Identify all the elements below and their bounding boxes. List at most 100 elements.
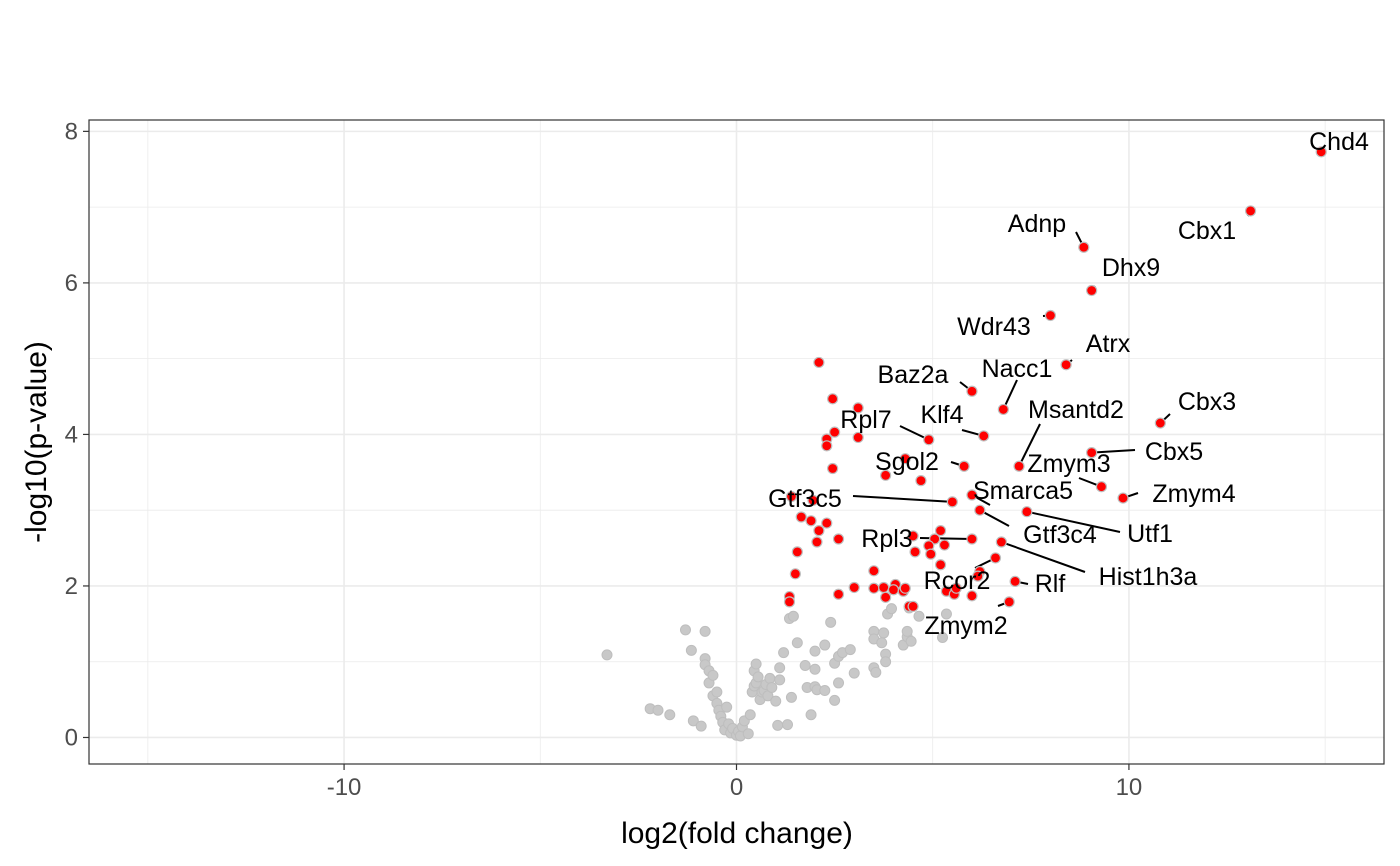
point-significant — [827, 393, 839, 405]
point-significant — [966, 489, 978, 501]
point-significant — [966, 533, 978, 545]
gene-label-cbx5: Cbx5 — [1145, 438, 1203, 466]
point-significant — [974, 504, 986, 516]
point-not-significant — [707, 669, 719, 681]
gene-label-smarca5: Smarca5 — [973, 477, 1073, 505]
point-not-significant — [695, 720, 707, 732]
gene-label-zmym4: Zmym4 — [1152, 480, 1235, 508]
point-significant — [887, 584, 900, 596]
point-significant — [813, 525, 825, 537]
gene-label-rcor2: Rcor2 — [924, 567, 991, 595]
point-significant — [1154, 417, 1166, 429]
point-significant — [827, 462, 839, 475]
point-significant — [878, 581, 890, 594]
gene-label-adnp: Adnp — [1008, 210, 1066, 238]
point-significant — [829, 426, 841, 438]
point-significant — [899, 453, 911, 465]
point-not-significant — [905, 635, 917, 647]
point-not-significant — [601, 649, 613, 661]
point-significant — [995, 536, 1007, 548]
label-connector — [1001, 541, 1086, 573]
y-tick-label: 6 — [65, 270, 78, 297]
gene-label-dhx9: Dhx9 — [1102, 254, 1160, 282]
point-significant — [821, 517, 833, 529]
x-tick-label: -10 — [327, 774, 362, 801]
point-significant — [934, 559, 947, 571]
point-not-significant — [809, 645, 821, 657]
point-significant — [1244, 205, 1257, 217]
point-not-significant — [685, 644, 697, 656]
point-significant — [923, 434, 935, 446]
gene-label-rlf: Rlf — [1035, 570, 1066, 598]
point-significant — [1315, 146, 1327, 158]
point-significant — [1117, 492, 1129, 504]
gene-label-gtf3c5: Gtf3c5 — [768, 485, 842, 513]
point-significant — [925, 548, 937, 560]
gene-label-rpl7: Rpl7 — [840, 406, 891, 434]
gene-labels: Chd4 Cbx1 Adnp Dhx9 Wdr43 Atrx Baz2a Nacc1 Cbx3 M… — [768, 128, 1369, 640]
point-significant — [783, 596, 796, 608]
label-connector — [1018, 423, 1041, 467]
point-significant — [966, 590, 978, 602]
point-significant — [958, 460, 970, 472]
gene-label-hist1h3a: Hist1h3a — [1099, 563, 1198, 591]
point-significant — [978, 430, 990, 442]
point-significant — [1078, 241, 1090, 253]
point-significant — [1086, 284, 1098, 297]
y-tick-label: 2 — [65, 573, 78, 600]
point-significant — [880, 591, 892, 603]
point-not-significant — [878, 627, 890, 639]
point-not-significant — [819, 639, 831, 651]
point-not-significant — [652, 704, 664, 716]
point-significant — [950, 582, 962, 594]
axes: -10 0 10 0 2 4 6 8 — [65, 118, 1143, 801]
point-significant — [789, 568, 801, 580]
grid-lines — [89, 120, 1384, 764]
point-significant — [785, 490, 798, 503]
point-not-significant — [711, 686, 723, 698]
point-not-significant — [937, 631, 949, 643]
point-significant — [868, 582, 880, 594]
point-not-significant — [825, 616, 837, 628]
point-significant — [807, 494, 819, 506]
point-not-significant — [774, 662, 786, 674]
gene-label-msantd2: Msantd2 — [1028, 396, 1124, 424]
gene-label-chd4: Chd4 — [1309, 128, 1369, 156]
point-significant — [852, 402, 864, 414]
point-not-significant — [742, 728, 754, 740]
point-not-significant — [679, 624, 691, 636]
point-significant — [811, 536, 823, 548]
point-not-significant — [764, 672, 776, 684]
point-significant — [848, 581, 860, 594]
gene-label-baz2a: Baz2a — [878, 361, 949, 389]
point-not-significant — [791, 637, 803, 649]
point-significant — [989, 552, 1002, 564]
point-significant — [909, 546, 921, 558]
gene-label-zmym2: Zmym2 — [924, 612, 1007, 640]
gene-label-utf1: Utf1 — [1127, 520, 1173, 548]
label-connector — [919, 537, 972, 540]
point-not-significant — [901, 625, 913, 637]
point-significant — [1021, 506, 1033, 518]
point-not-significant — [880, 656, 892, 668]
point-significant — [907, 530, 919, 542]
point-not-significant — [770, 695, 782, 707]
gene-label-klf4: Klf4 — [920, 401, 963, 429]
point-not-significant — [809, 663, 821, 675]
point-not-significant — [913, 610, 925, 622]
point-not-significant — [844, 644, 856, 656]
point-not-significant — [870, 666, 882, 678]
point-not-significant — [752, 671, 764, 683]
point-not-significant — [687, 715, 699, 727]
point-significant — [938, 539, 951, 551]
point-not-significant — [782, 719, 794, 731]
gene-label-wdr43: Wdr43 — [957, 313, 1031, 341]
point-not-significant — [940, 608, 952, 620]
point-significant — [946, 496, 958, 508]
x-axis-title: log2(fold change) — [621, 817, 853, 850]
gene-label-nacc1: Nacc1 — [982, 355, 1053, 383]
x-tick-label: 10 — [1116, 774, 1143, 801]
point-significant — [997, 403, 1009, 416]
